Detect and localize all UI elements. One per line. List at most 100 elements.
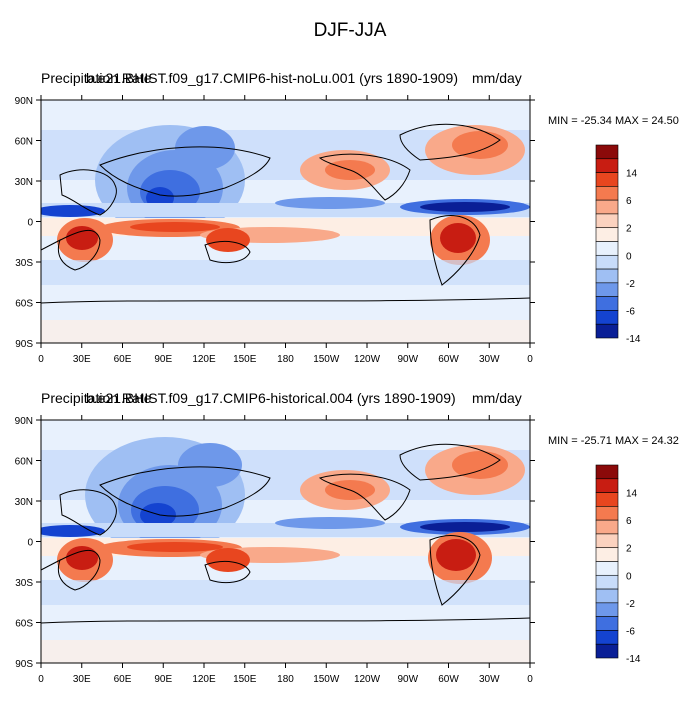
precip-field [41, 420, 530, 663]
precip-field [41, 100, 530, 343]
lon-tick-label: 120E [192, 674, 216, 685]
colorbar-label: -6 [626, 626, 635, 637]
colorbar-swatch [595, 561, 619, 576]
colorbar-swatch [595, 268, 619, 284]
lon-tick-label: 30W [479, 354, 500, 365]
colorbar: 14 6 2 0 -2 -6 -14 [595, 464, 641, 665]
colorbar-label: 0 [626, 571, 632, 582]
lon-tick-label: 0 [38, 354, 44, 365]
colorbar-label: -2 [626, 599, 635, 610]
lon-tick-label: 90E [154, 354, 172, 365]
min-label: MIN = -25.34 [548, 115, 612, 127]
lat-tick-label: 30S [15, 578, 33, 589]
colorbar-swatch [595, 506, 619, 521]
colorbar-swatch [595, 547, 619, 562]
colorbar-swatch [595, 643, 619, 659]
lon-tick-label: 0 [38, 674, 44, 685]
left-title: Precipitation Rate [41, 390, 152, 406]
colorbar-label: 6 [626, 516, 632, 527]
center-title: b.e21.BHIST.f09_g17.CMIP6-historical.004… [86, 390, 456, 406]
colorbar-label: -2 [626, 279, 635, 290]
map-panel-top: Precipitation Rate b.e21.BHIST.f09_g17.C… [0, 70, 700, 390]
colorbar-swatch [595, 492, 619, 507]
lon-tick-label: 120E [192, 354, 216, 365]
lat-tick-label: 0 [27, 538, 33, 549]
lat-tick-label: 90S [15, 339, 33, 350]
colorbar-swatch [595, 630, 619, 645]
colorbar-swatch [595, 602, 619, 617]
lat-tick-label: 90N [15, 416, 33, 427]
lat-tick-label: 30N [15, 497, 33, 508]
map-plot: 90N 60N 30N 0 30S 60S 90S 0 30E 60E 90E 120E 150E 18… [15, 95, 641, 365]
lon-tick-label: 60E [114, 674, 132, 685]
colorbar-label: 14 [626, 169, 638, 180]
lon-tick-label: 60W [438, 354, 459, 365]
max-label: MAX = 24.50 [614, 115, 679, 127]
lon-tick-label: 150E [233, 674, 257, 685]
units-label: mm/day [472, 390, 522, 406]
lat-tick-label: 30N [15, 177, 33, 188]
lat-tick-label: 60S [15, 619, 33, 630]
lat-tick-label: 90S [15, 659, 33, 670]
colorbar-swatch [595, 310, 619, 325]
colorbar-swatch [595, 533, 619, 549]
lon-tick-label: 0 [527, 354, 533, 365]
colorbar-swatch [595, 158, 619, 173]
map-plot: 90N 60N 30N 0 30S 60S 90S 0 30E 60E 90E 120E 150E 18… [15, 415, 641, 685]
map-panel-bottom: Precipitation Rate b.e21.BHIST.f09_g17.C… [0, 390, 700, 710]
colorbar-swatch [595, 464, 619, 480]
lon-tick-label: 120W [354, 674, 381, 685]
lon-tick-label: 90E [154, 674, 172, 685]
colorbar-swatch [595, 172, 619, 187]
left-title: Precipitation Rate [41, 70, 152, 86]
colorbar-label: 6 [626, 196, 632, 207]
units-label: mm/day [472, 70, 522, 86]
lon-tick-label: 180 [277, 674, 294, 685]
colorbar-swatch [595, 323, 619, 339]
colorbar-swatch [595, 254, 619, 270]
min-max-label: MIN = -25.71 MAX = 24.32 [548, 435, 679, 447]
lon-tick-label: 90W [397, 674, 418, 685]
colorbar-swatch [595, 186, 619, 201]
colorbar-swatch [595, 241, 619, 256]
lat-tick-label: 60N [15, 457, 33, 468]
colorbar-label: 0 [626, 251, 632, 262]
colorbar-swatch [595, 227, 619, 242]
colorbar-swatch [595, 519, 619, 535]
lon-tick-label: 0 [527, 674, 533, 685]
colorbar-label: -14 [626, 654, 641, 665]
lon-tick-label: 150W [313, 674, 340, 685]
lat-tick-label: 0 [27, 218, 33, 229]
lon-tick-label: 60E [114, 354, 132, 365]
center-title: b.e21.BHIST.f09_g17.CMIP6-hist-noLu.001 … [86, 70, 458, 86]
colorbar: 14 6 2 0 -2 -6 -14 [595, 144, 641, 345]
lon-tick-label: 30W [479, 674, 500, 685]
colorbar-label: -14 [626, 334, 641, 345]
colorbar-swatch [595, 199, 619, 215]
colorbar-swatch [595, 616, 619, 631]
colorbar-label: -6 [626, 306, 635, 317]
lat-tick-label: 60S [15, 299, 33, 310]
colorbar-swatch [595, 282, 619, 297]
colorbar-label: 2 [626, 544, 632, 555]
colorbar-swatch [595, 213, 619, 229]
min-label: MIN = -25.71 [548, 435, 612, 447]
colorbar-swatch [595, 144, 619, 160]
lon-tick-label: 120W [354, 354, 381, 365]
lon-tick-label: 90W [397, 354, 418, 365]
lon-tick-label: 180 [277, 354, 294, 365]
lat-tick-label: 90N [15, 96, 33, 107]
lon-tick-label: 30E [73, 674, 91, 685]
figure-title: DJF-JJA [313, 20, 387, 41]
lon-tick-label: 30E [73, 354, 91, 365]
colorbar-label: 14 [626, 489, 638, 500]
min-max-label: MIN = -25.34 MAX = 24.50 [548, 115, 679, 127]
colorbar-label: 2 [626, 224, 632, 235]
lat-tick-label: 30S [15, 258, 33, 269]
lat-tick-label: 60N [15, 137, 33, 148]
colorbar-swatch [595, 574, 619, 590]
colorbar-swatch [595, 588, 619, 604]
lon-tick-label: 150E [233, 354, 257, 365]
colorbar-swatch [595, 296, 619, 311]
colorbar-swatch [595, 478, 619, 493]
